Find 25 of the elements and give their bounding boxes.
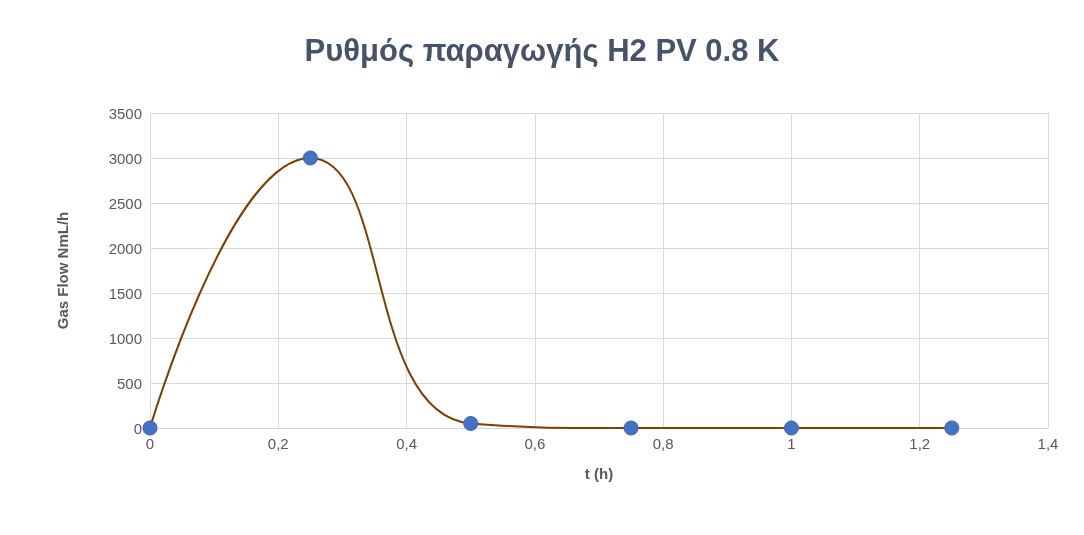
x-tick-label: 1,4	[1037, 435, 1059, 452]
y-tick-label: 1000	[108, 329, 142, 347]
point	[463, 416, 479, 431]
chart-title: Ρυθμός παραγωγής H2 PV 0.8 K	[304, 33, 781, 68]
y-tick-label: 500	[116, 374, 142, 392]
point	[302, 150, 318, 166]
y-tick-label: 2500	[108, 194, 142, 212]
x-tick-label: 0,4	[396, 435, 417, 452]
point	[142, 420, 158, 436]
y-axis-title: Gas Flow NmL/h	[54, 211, 71, 330]
y-tick-label: 3000	[108, 149, 142, 167]
x-axis-title: t (h)	[584, 465, 614, 482]
y-tick-label: 1500	[108, 284, 142, 302]
point	[944, 420, 960, 436]
x-tick-label: 1	[787, 435, 796, 452]
point	[623, 420, 639, 436]
x-tick-label: 0,2	[267, 435, 289, 452]
x-tick-label: 0,6	[524, 435, 546, 452]
x-tick-label: 1,2	[909, 435, 931, 452]
y-tick-label: 2000	[108, 239, 142, 257]
y-tick-label: 0	[133, 419, 142, 437]
x-tick-label: 0,8	[652, 435, 674, 452]
y-tick-label: 3500	[108, 104, 142, 122]
x-tick-label: 0	[145, 435, 155, 452]
point	[783, 420, 799, 436]
